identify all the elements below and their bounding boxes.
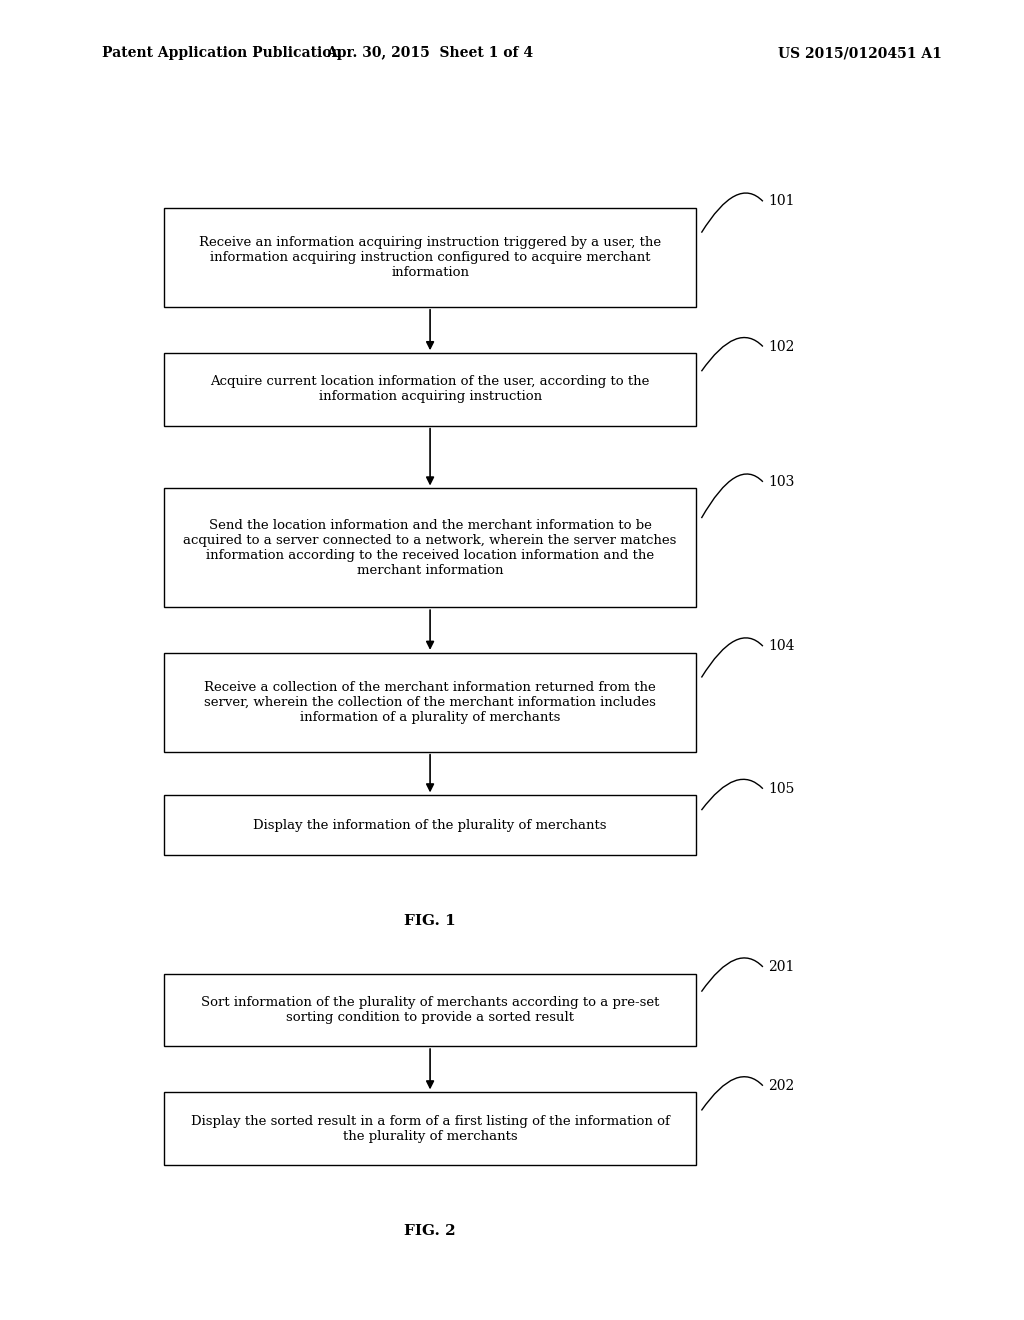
Text: Receive an information acquiring instruction triggered by a user, the
informatio: Receive an information acquiring instruc… <box>199 236 662 279</box>
Text: Acquire current location information of the user, according to the
information a: Acquire current location information of … <box>210 375 650 404</box>
Text: Send the location information and the merchant information to be
acquired to a s: Send the location information and the me… <box>183 519 677 577</box>
Text: Display the information of the plurality of merchants: Display the information of the plurality… <box>253 818 607 832</box>
FancyBboxPatch shape <box>164 352 696 425</box>
FancyBboxPatch shape <box>164 974 696 1045</box>
Text: 202: 202 <box>768 1078 795 1093</box>
FancyBboxPatch shape <box>164 795 696 855</box>
Text: Display the sorted result in a form of a first listing of the information of
the: Display the sorted result in a form of a… <box>190 1114 670 1143</box>
Text: 105: 105 <box>768 781 795 796</box>
Text: Patent Application Publication: Patent Application Publication <box>102 46 342 61</box>
Text: US 2015/0120451 A1: US 2015/0120451 A1 <box>778 46 942 61</box>
Text: 101: 101 <box>768 194 795 209</box>
FancyBboxPatch shape <box>164 652 696 751</box>
FancyBboxPatch shape <box>164 488 696 607</box>
FancyBboxPatch shape <box>164 207 696 306</box>
Text: FIG. 2: FIG. 2 <box>404 1225 456 1238</box>
Text: Sort information of the plurality of merchants according to a pre-set
sorting co: Sort information of the plurality of mer… <box>201 995 659 1024</box>
Text: FIG. 1: FIG. 1 <box>404 913 456 928</box>
Text: 103: 103 <box>768 475 795 488</box>
Text: 201: 201 <box>768 960 795 974</box>
Text: 102: 102 <box>768 339 795 354</box>
Text: 104: 104 <box>768 639 795 653</box>
Text: Apr. 30, 2015  Sheet 1 of 4: Apr. 30, 2015 Sheet 1 of 4 <box>327 46 534 61</box>
Text: Receive a collection of the merchant information returned from the
server, where: Receive a collection of the merchant inf… <box>204 681 656 723</box>
FancyBboxPatch shape <box>164 1093 696 1166</box>
